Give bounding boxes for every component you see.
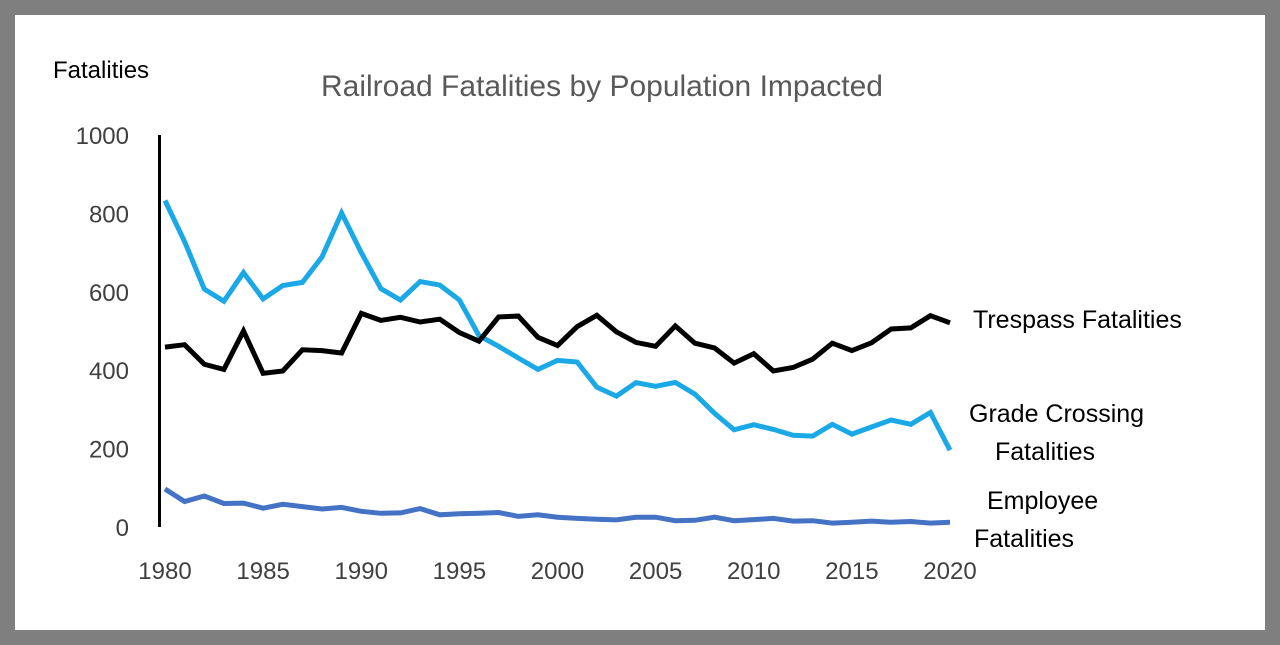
y-tick-label: 800	[89, 201, 129, 228]
y-tick-labels: 0 200 400 600 800 1000	[76, 123, 129, 542]
series-label-line: Fatalities	[995, 438, 1095, 466]
chart-panel: Fatalities Railroad Fatalities by Popula…	[15, 15, 1265, 630]
series-label-line: Grade Crossing	[969, 400, 1144, 428]
chart-title: Railroad Fatalities by Population Impact…	[321, 70, 883, 103]
x-tick-label: 1980	[138, 558, 191, 585]
series-line-0	[164, 310, 951, 376]
line-chart: Fatalities Railroad Fatalities by Popula…	[53, 57, 1182, 585]
x-tick-label: 2015	[825, 558, 878, 585]
series-label-line: Employee	[987, 487, 1098, 515]
x-tick-label: 2020	[923, 558, 976, 585]
y-tick-label: 1000	[76, 123, 129, 150]
y-tick-label: 600	[89, 280, 129, 307]
series-label-0: Trespass Fatalities	[973, 306, 1182, 334]
series-label-2: Employee Fatalities	[974, 487, 1098, 553]
series-label-line: Trespass Fatalities	[973, 306, 1182, 334]
y-axis-label: Fatalities	[53, 57, 149, 84]
y-tick-label: 400	[89, 358, 129, 385]
series-label-line: Fatalities	[974, 525, 1074, 553]
x-tick-label: 1985	[236, 558, 289, 585]
series-line-2	[163, 486, 951, 526]
series-line-1	[162, 199, 953, 452]
x-tick-label: 2000	[531, 558, 584, 585]
series-label-1: Grade Crossing Fatalities	[969, 400, 1144, 466]
x-tick-label: 1990	[335, 558, 388, 585]
y-tick-label: 0	[116, 515, 129, 542]
series-lines	[162, 199, 953, 526]
series-labels: Trespass Fatalities Grade Crossing Fatalit…	[969, 306, 1182, 553]
x-tick-label: 2005	[629, 558, 682, 585]
x-tick-labels: 1980 1985 1990 1995 2000 2005 2010 2015 2020	[138, 558, 976, 585]
x-tick-label: 2010	[727, 558, 780, 585]
y-tick-label: 200	[89, 437, 129, 464]
x-tick-label: 1995	[433, 558, 486, 585]
